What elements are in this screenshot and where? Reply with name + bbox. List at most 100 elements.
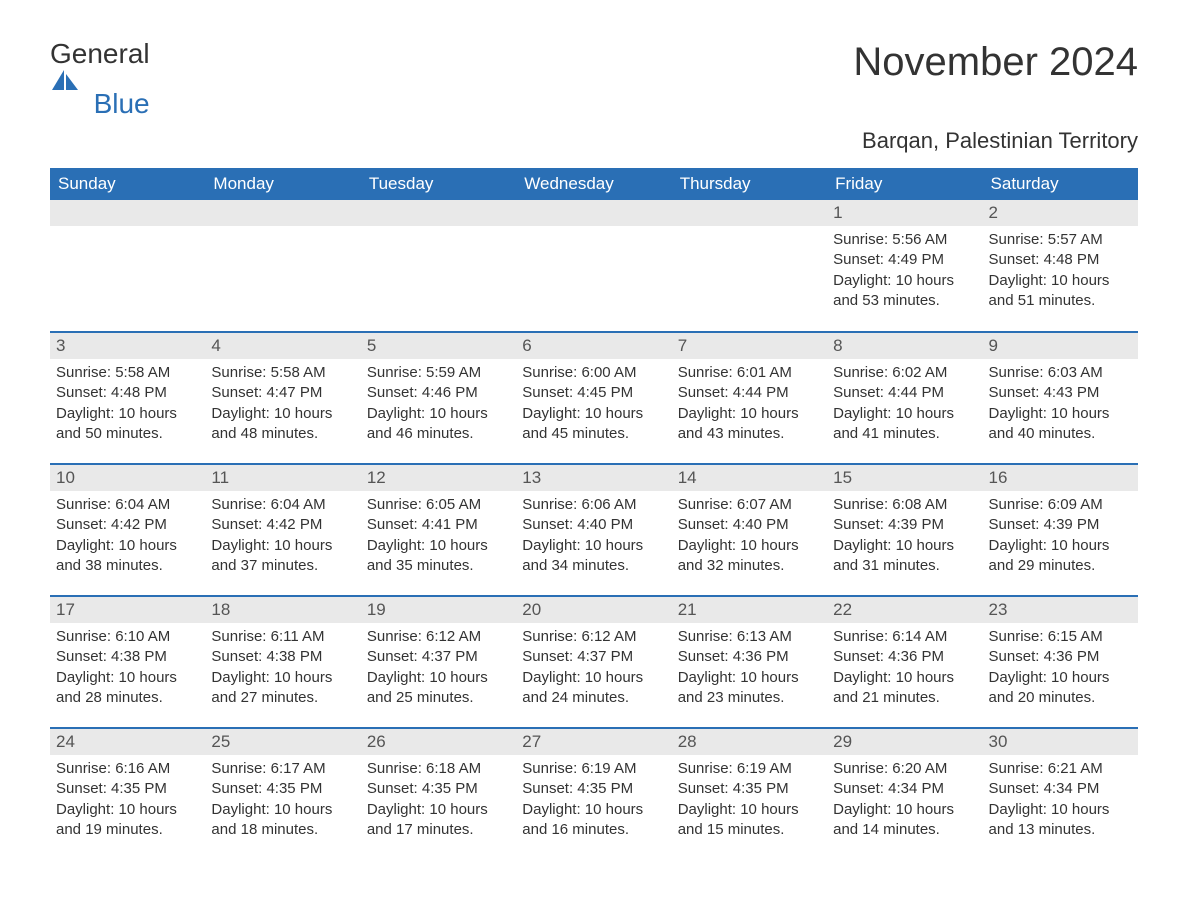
sunrise-line: Sunrise: 5:56 AM bbox=[833, 230, 976, 250]
sunrise-line: Sunrise: 6:04 AM bbox=[211, 495, 354, 515]
day-content: Sunrise: 6:21 AMSunset: 4:34 PMDaylight:… bbox=[983, 755, 1138, 846]
sunset-line: Sunset: 4:37 PM bbox=[522, 647, 665, 667]
calendar-body: 1Sunrise: 5:56 AMSunset: 4:49 PMDaylight… bbox=[50, 200, 1138, 860]
calendar-cell: 5Sunrise: 5:59 AMSunset: 4:46 PMDaylight… bbox=[361, 332, 516, 464]
day-number: 28 bbox=[672, 729, 827, 755]
day-content: Sunrise: 5:58 AMSunset: 4:47 PMDaylight:… bbox=[205, 359, 360, 450]
day-content: Sunrise: 6:16 AMSunset: 4:35 PMDaylight:… bbox=[50, 755, 205, 846]
calendar-cell: 27Sunrise: 6:19 AMSunset: 4:35 PMDayligh… bbox=[516, 728, 671, 860]
sunset-line: Sunset: 4:45 PM bbox=[522, 383, 665, 403]
location: Barqan, Palestinian Territory bbox=[50, 128, 1138, 154]
daylight-line: Daylight: 10 hours and 13 minutes. bbox=[989, 800, 1132, 841]
day-number: 30 bbox=[983, 729, 1138, 755]
sunrise-line: Sunrise: 6:16 AM bbox=[56, 759, 199, 779]
sunrise-line: Sunrise: 5:57 AM bbox=[989, 230, 1132, 250]
day-number: 7 bbox=[672, 333, 827, 359]
day-content: Sunrise: 6:06 AMSunset: 4:40 PMDaylight:… bbox=[516, 491, 671, 582]
day-number: 12 bbox=[361, 465, 516, 491]
calendar-cell: 26Sunrise: 6:18 AMSunset: 4:35 PMDayligh… bbox=[361, 728, 516, 860]
sunset-line: Sunset: 4:35 PM bbox=[522, 779, 665, 799]
calendar-cell-empty bbox=[516, 200, 671, 332]
sunset-line: Sunset: 4:47 PM bbox=[211, 383, 354, 403]
day-content: Sunrise: 6:08 AMSunset: 4:39 PMDaylight:… bbox=[827, 491, 982, 582]
calendar-row: 10Sunrise: 6:04 AMSunset: 4:42 PMDayligh… bbox=[50, 464, 1138, 596]
calendar-table: Sunday Monday Tuesday Wednesday Thursday… bbox=[50, 168, 1138, 860]
sunset-line: Sunset: 4:35 PM bbox=[367, 779, 510, 799]
daylight-line: Daylight: 10 hours and 41 minutes. bbox=[833, 404, 976, 445]
calendar-cell: 7Sunrise: 6:01 AMSunset: 4:44 PMDaylight… bbox=[672, 332, 827, 464]
calendar-cell: 3Sunrise: 5:58 AMSunset: 4:48 PMDaylight… bbox=[50, 332, 205, 464]
day-content: Sunrise: 6:12 AMSunset: 4:37 PMDaylight:… bbox=[361, 623, 516, 714]
day-content: Sunrise: 6:04 AMSunset: 4:42 PMDaylight:… bbox=[50, 491, 205, 582]
sunrise-line: Sunrise: 6:13 AM bbox=[678, 627, 821, 647]
daynum-bar-empty bbox=[50, 200, 205, 226]
calendar-cell: 13Sunrise: 6:06 AMSunset: 4:40 PMDayligh… bbox=[516, 464, 671, 596]
daylight-line: Daylight: 10 hours and 37 minutes. bbox=[211, 536, 354, 577]
sunrise-line: Sunrise: 6:00 AM bbox=[522, 363, 665, 383]
day-number: 21 bbox=[672, 597, 827, 623]
sunset-line: Sunset: 4:48 PM bbox=[56, 383, 199, 403]
day-number: 9 bbox=[983, 333, 1138, 359]
day-number: 17 bbox=[50, 597, 205, 623]
calendar-cell: 10Sunrise: 6:04 AMSunset: 4:42 PMDayligh… bbox=[50, 464, 205, 596]
calendar-row: 17Sunrise: 6:10 AMSunset: 4:38 PMDayligh… bbox=[50, 596, 1138, 728]
sunset-line: Sunset: 4:38 PM bbox=[56, 647, 199, 667]
day-content: Sunrise: 6:02 AMSunset: 4:44 PMDaylight:… bbox=[827, 359, 982, 450]
sunrise-line: Sunrise: 6:19 AM bbox=[522, 759, 665, 779]
sunrise-line: Sunrise: 6:02 AM bbox=[833, 363, 976, 383]
day-number: 20 bbox=[516, 597, 671, 623]
day-content: Sunrise: 6:00 AMSunset: 4:45 PMDaylight:… bbox=[516, 359, 671, 450]
sunset-line: Sunset: 4:40 PM bbox=[522, 515, 665, 535]
calendar-cell: 25Sunrise: 6:17 AMSunset: 4:35 PMDayligh… bbox=[205, 728, 360, 860]
day-number: 1 bbox=[827, 200, 982, 226]
calendar-cell: 6Sunrise: 6:00 AMSunset: 4:45 PMDaylight… bbox=[516, 332, 671, 464]
day-number: 6 bbox=[516, 333, 671, 359]
daylight-line: Daylight: 10 hours and 46 minutes. bbox=[367, 404, 510, 445]
weekday-header: Wednesday bbox=[516, 168, 671, 200]
sunset-line: Sunset: 4:34 PM bbox=[989, 779, 1132, 799]
day-number: 26 bbox=[361, 729, 516, 755]
day-number: 5 bbox=[361, 333, 516, 359]
day-number: 2 bbox=[983, 200, 1138, 226]
calendar-cell: 15Sunrise: 6:08 AMSunset: 4:39 PMDayligh… bbox=[827, 464, 982, 596]
day-number: 27 bbox=[516, 729, 671, 755]
daynum-bar-empty bbox=[361, 200, 516, 226]
calendar-cell: 16Sunrise: 6:09 AMSunset: 4:39 PMDayligh… bbox=[983, 464, 1138, 596]
sunset-line: Sunset: 4:43 PM bbox=[989, 383, 1132, 403]
calendar-cell: 21Sunrise: 6:13 AMSunset: 4:36 PMDayligh… bbox=[672, 596, 827, 728]
daylight-line: Daylight: 10 hours and 20 minutes. bbox=[989, 668, 1132, 709]
brand-text: General Blue bbox=[50, 40, 150, 118]
sunrise-line: Sunrise: 6:17 AM bbox=[211, 759, 354, 779]
calendar-cell: 19Sunrise: 6:12 AMSunset: 4:37 PMDayligh… bbox=[361, 596, 516, 728]
day-content: Sunrise: 6:19 AMSunset: 4:35 PMDaylight:… bbox=[516, 755, 671, 846]
day-content: Sunrise: 6:05 AMSunset: 4:41 PMDaylight:… bbox=[361, 491, 516, 582]
daylight-line: Daylight: 10 hours and 35 minutes. bbox=[367, 536, 510, 577]
day-content: Sunrise: 6:20 AMSunset: 4:34 PMDaylight:… bbox=[827, 755, 982, 846]
sunset-line: Sunset: 4:41 PM bbox=[367, 515, 510, 535]
sunset-line: Sunset: 4:34 PM bbox=[833, 779, 976, 799]
day-content: Sunrise: 6:10 AMSunset: 4:38 PMDaylight:… bbox=[50, 623, 205, 714]
day-content: Sunrise: 6:13 AMSunset: 4:36 PMDaylight:… bbox=[672, 623, 827, 714]
calendar-cell: 11Sunrise: 6:04 AMSunset: 4:42 PMDayligh… bbox=[205, 464, 360, 596]
day-content: Sunrise: 5:59 AMSunset: 4:46 PMDaylight:… bbox=[361, 359, 516, 450]
sunset-line: Sunset: 4:44 PM bbox=[678, 383, 821, 403]
sunset-line: Sunset: 4:49 PM bbox=[833, 250, 976, 270]
calendar-cell: 23Sunrise: 6:15 AMSunset: 4:36 PMDayligh… bbox=[983, 596, 1138, 728]
day-number: 14 bbox=[672, 465, 827, 491]
title-block: November 2024 bbox=[853, 40, 1138, 85]
day-content: Sunrise: 5:57 AMSunset: 4:48 PMDaylight:… bbox=[983, 226, 1138, 317]
daylight-line: Daylight: 10 hours and 40 minutes. bbox=[989, 404, 1132, 445]
day-content: Sunrise: 5:58 AMSunset: 4:48 PMDaylight:… bbox=[50, 359, 205, 450]
brand-line1: General bbox=[50, 38, 150, 69]
sunset-line: Sunset: 4:48 PM bbox=[989, 250, 1132, 270]
weekday-header-row: Sunday Monday Tuesday Wednesday Thursday… bbox=[50, 168, 1138, 200]
daylight-line: Daylight: 10 hours and 53 minutes. bbox=[833, 271, 976, 312]
daynum-bar-empty bbox=[205, 200, 360, 226]
daylight-line: Daylight: 10 hours and 43 minutes. bbox=[678, 404, 821, 445]
daynum-bar-empty bbox=[516, 200, 671, 226]
calendar-cell: 30Sunrise: 6:21 AMSunset: 4:34 PMDayligh… bbox=[983, 728, 1138, 860]
calendar-row: 24Sunrise: 6:16 AMSunset: 4:35 PMDayligh… bbox=[50, 728, 1138, 860]
daylight-line: Daylight: 10 hours and 23 minutes. bbox=[678, 668, 821, 709]
sunrise-line: Sunrise: 6:15 AM bbox=[989, 627, 1132, 647]
daylight-line: Daylight: 10 hours and 38 minutes. bbox=[56, 536, 199, 577]
